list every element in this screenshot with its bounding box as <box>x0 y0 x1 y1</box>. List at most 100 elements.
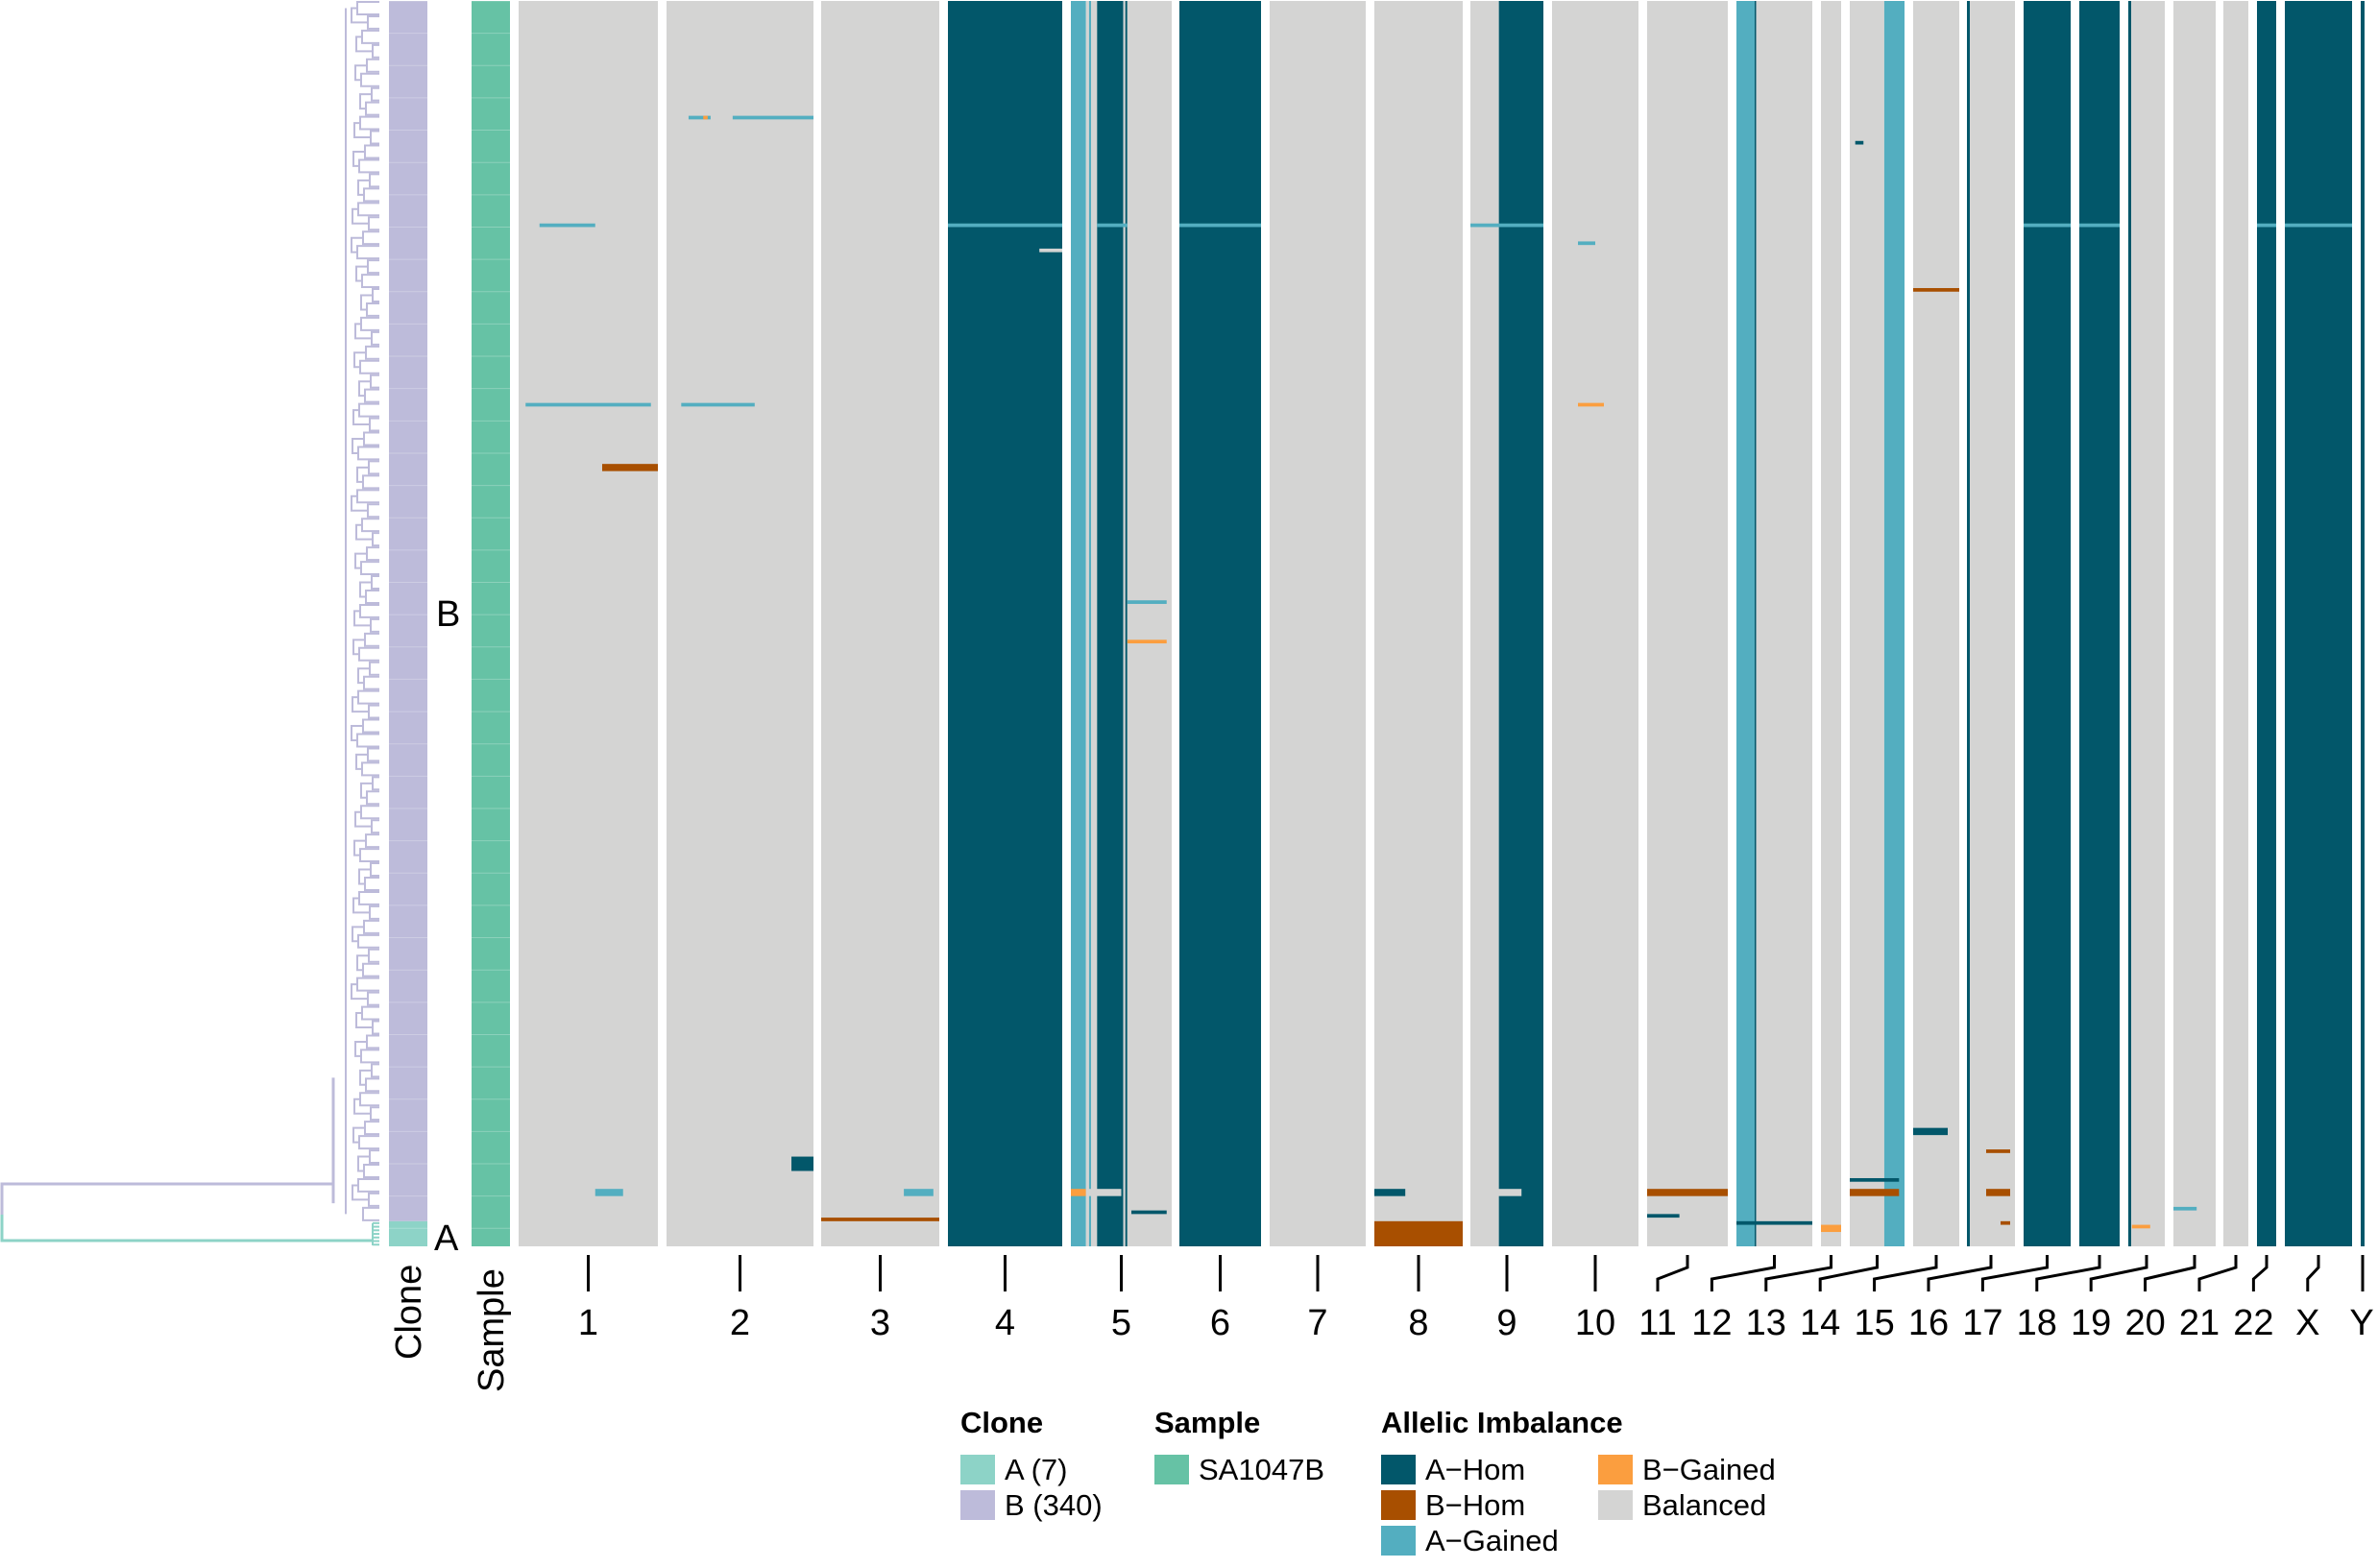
dendrogram-branch <box>358 1135 379 1150</box>
dendrogram-branch <box>371 1063 379 1078</box>
segment-a-gained <box>1088 1 1091 1246</box>
sample-bar <box>472 1 510 1246</box>
segment-a-hom <box>2079 1 2120 1246</box>
dendrogram-branch <box>355 753 368 770</box>
dendrogram-branch <box>353 1098 371 1115</box>
segment-a-gained <box>2024 223 2071 228</box>
dendrogram-branch <box>357 179 370 196</box>
dendrogram-branch <box>356 977 379 992</box>
tick-mark-13 <box>1764 1255 1832 1291</box>
chromosome-panels <box>519 1 2365 1246</box>
dendrogram-branch <box>364 632 379 647</box>
dendrogram-branch <box>360 1049 379 1064</box>
segment-a-gained <box>2173 1206 2197 1211</box>
dendrogram-branch <box>360 316 379 331</box>
dendrogram-branch <box>370 130 379 145</box>
legend-swatch <box>1598 1455 1633 1484</box>
dendrogram-branch <box>361 1005 379 1021</box>
segment-balanced <box>1039 248 1062 253</box>
legend-swatch <box>1598 1490 1633 1520</box>
segment-balanced <box>519 1 658 1246</box>
chromosome-panel-9 <box>1470 1 1543 1246</box>
dendrogram-branch <box>357 1155 370 1172</box>
chromosome-panel-18 <box>2079 1 2120 1246</box>
legend-ai-title: Allelic Imbalance <box>1381 1406 1623 1439</box>
segment-a-gained <box>948 223 1062 228</box>
segment-a-gained <box>1179 223 1261 228</box>
tick-mark-18 <box>2035 1255 2101 1291</box>
tick-label-2: 2 <box>730 1303 750 1343</box>
segment-a-hom <box>1097 1 1124 1246</box>
segment-a-gained <box>2285 223 2352 228</box>
dendrogram-branch <box>358 380 371 398</box>
dendrogram-branch <box>352 1126 365 1144</box>
legend-label: A (7) <box>1005 1452 1068 1486</box>
segment-balanced <box>1756 1 1812 1246</box>
segment-a-hom <box>1498 1 1543 1246</box>
legend: Clone A (7) B (340) Sample SA1047B Allel… <box>960 1404 2209 1567</box>
legend-item-clone-b: B (340) <box>960 1487 1103 1522</box>
dendrogram-branch <box>363 187 379 203</box>
dendrogram-branch <box>365 589 379 604</box>
legend-item-a-hom: A−Hom <box>1381 1452 1526 1486</box>
dendrogram-branch <box>355 1012 373 1028</box>
segment-b-hom <box>1986 1149 2010 1153</box>
tick-mark-20 <box>2144 1255 2196 1291</box>
segment-a-gained <box>1071 1 1086 1246</box>
segment-a-hom <box>2024 1 2071 1246</box>
segment-a-gained <box>594 1189 623 1196</box>
dendrogram-branch <box>372 1020 379 1035</box>
chromosome-panel-14 <box>1850 1 1905 1246</box>
legend-swatch <box>1154 1455 1189 1484</box>
segment-a-gained <box>688 115 711 120</box>
dendrogram-branch <box>359 581 372 598</box>
chromosome-panel-7 <box>1270 1 1366 1246</box>
segment-a-hom <box>2257 1 2276 1246</box>
segment-b-gained <box>2131 1224 2150 1229</box>
legend-sample: Sample SA1047B <box>1154 1404 1324 1486</box>
tick-label-20: 20 <box>2124 1303 2165 1343</box>
segment-a-gained <box>732 115 813 120</box>
legend-item-a-gained: A−Gained <box>1381 1524 1559 1557</box>
legend-label: B−Hom <box>1425 1487 1526 1522</box>
dendrogram-branch <box>354 810 372 828</box>
tick-label-6: 6 <box>1210 1303 1230 1343</box>
segment-b-hom <box>602 464 658 471</box>
chromosome-panel-5 <box>1071 1 1172 1246</box>
dendrogram-branch <box>351 7 368 24</box>
tick-mark-21 <box>2197 1255 2238 1291</box>
legend-label: SA1047B <box>1199 1452 1324 1486</box>
clone-row-label-a: A <box>434 1218 459 1259</box>
segment-a-gained <box>1470 223 1543 228</box>
segment-a-gained <box>525 402 651 407</box>
dendrogram-branch <box>371 86 379 102</box>
dendrogram-branch <box>358 890 379 905</box>
segment-balanced <box>1091 1 1098 1246</box>
dendrogram-branch <box>364 388 379 403</box>
tick-label-12: 12 <box>1691 1303 1732 1343</box>
segment-a-gained <box>1883 1 1905 1246</box>
tick-label-21: 21 <box>2179 1303 2220 1343</box>
tick-mark-17 <box>1980 1255 2049 1291</box>
dendrogram-branch <box>359 115 379 131</box>
legend-label: A−Hom <box>1425 1452 1526 1486</box>
dendrogram-branch <box>358 868 371 885</box>
dendrogram-branch <box>351 725 363 741</box>
dendrogram-branch <box>360 561 379 576</box>
dendrogram-branch <box>359 93 372 110</box>
segment-b-gained <box>1071 1189 1086 1196</box>
segment-balanced <box>1127 1 1172 1246</box>
dendrogram-branch <box>355 36 373 53</box>
dendrogram-branch <box>359 1069 372 1086</box>
segment-a-hom <box>1850 1177 1900 1182</box>
dendrogram-branch <box>360 294 373 311</box>
legend-label: B (340) <box>1005 1487 1103 1522</box>
chromosome-panel-6 <box>1179 1 1261 1246</box>
chromosome-panel-22 <box>2257 1 2276 1246</box>
dendrogram-branch <box>372 288 379 302</box>
segment-a-hom <box>1754 1 1757 1246</box>
legend-label: B−Gained <box>1642 1452 1776 1486</box>
dendrogram-branch <box>358 646 379 662</box>
chromosome-panel-4 <box>948 1 1062 1246</box>
tick-label-3: 3 <box>870 1303 890 1343</box>
